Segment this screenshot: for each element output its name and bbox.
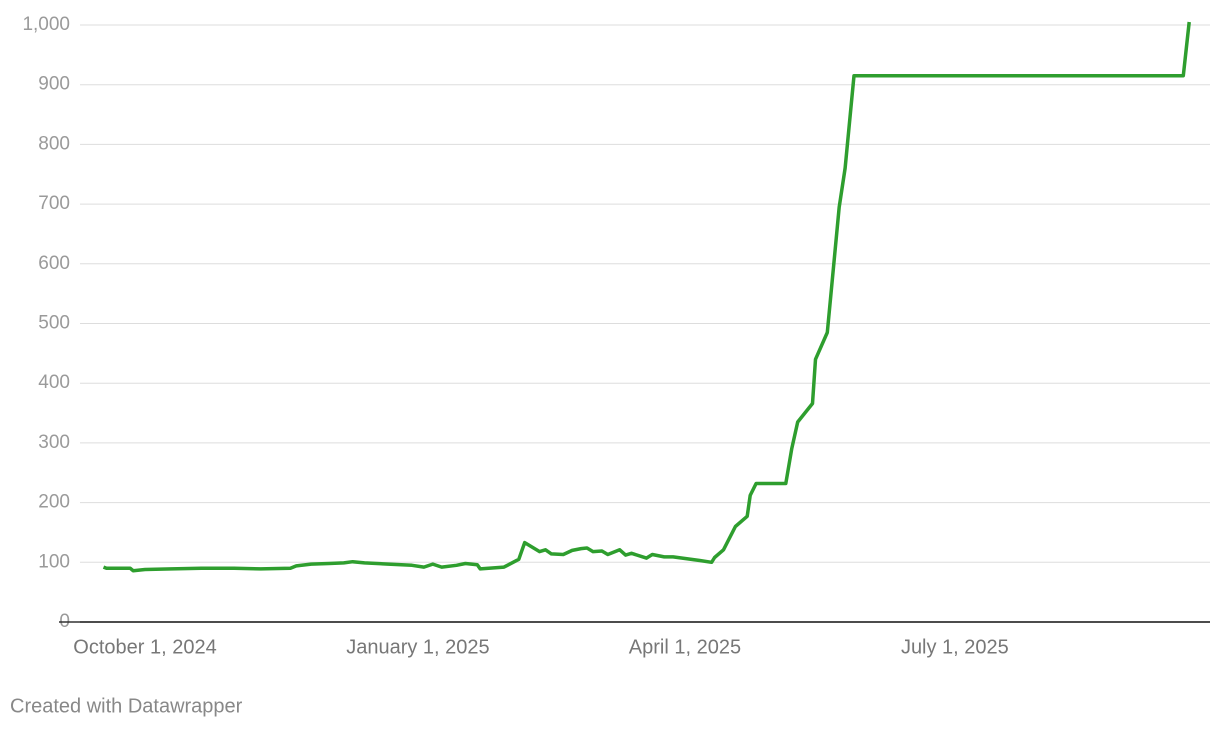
- y-tick-label: 500: [38, 313, 70, 334]
- y-tick-label: 900: [38, 74, 70, 95]
- x-tick-label: January 1, 2025: [346, 636, 489, 658]
- x-tick-label: April 1, 2025: [629, 636, 741, 658]
- y-tick-label: 600: [38, 253, 70, 274]
- y-tick-label: 200: [38, 492, 70, 513]
- x-tick-label: July 1, 2025: [901, 636, 1009, 658]
- x-tick-label: October 1, 2024: [73, 636, 216, 658]
- data-line: [102, 21, 1191, 573]
- y-tick-label: 300: [38, 432, 70, 453]
- source-note: Created with Datawrapper: [10, 695, 243, 717]
- y-tick-label: 400: [38, 372, 70, 393]
- y-tick-label: 700: [38, 193, 70, 214]
- y-tick-label: 800: [38, 133, 70, 154]
- y-tick-label: 1,000: [22, 14, 70, 35]
- y-tick-label: 100: [38, 551, 70, 572]
